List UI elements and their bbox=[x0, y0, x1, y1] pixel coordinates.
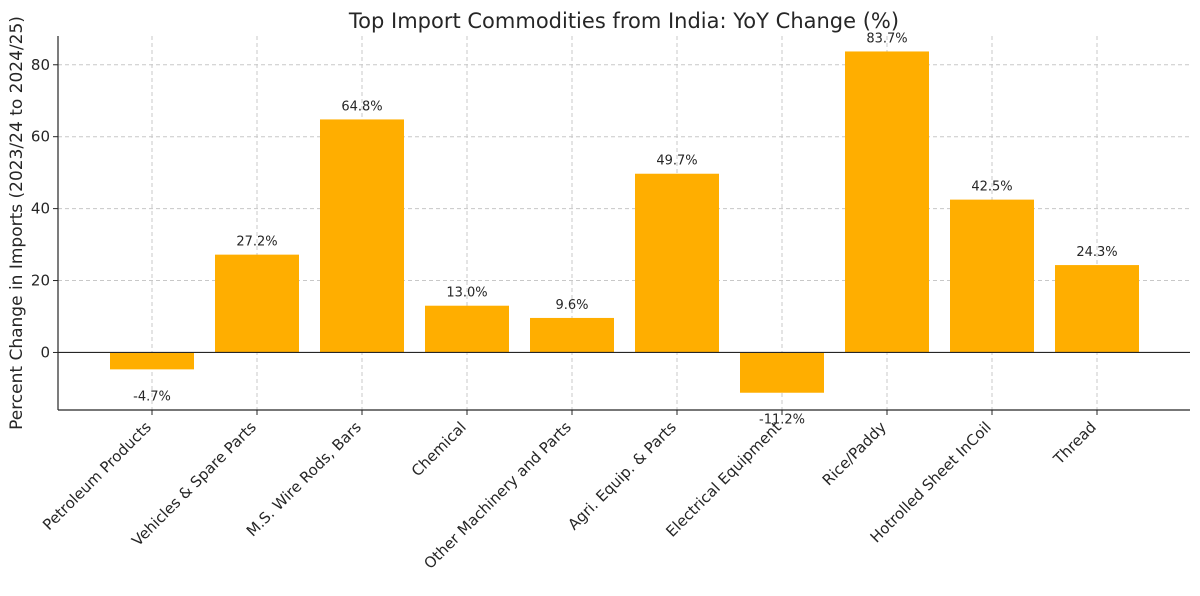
bar bbox=[950, 199, 1034, 353]
bars-layer bbox=[110, 51, 1139, 393]
bar bbox=[320, 119, 404, 353]
bar bbox=[635, 173, 719, 353]
chart-title: Top Import Commodities from India: YoY C… bbox=[348, 9, 899, 33]
x-tick-label: Petroleum Products bbox=[39, 418, 155, 534]
data-label: 42.5% bbox=[971, 180, 1012, 195]
data-label: 13.0% bbox=[446, 286, 487, 301]
x-tick-label: Hotrolled Sheet InCoil bbox=[867, 418, 995, 546]
data-label: -11.2% bbox=[759, 413, 805, 428]
y-axis-label: Percent Change in Imports (2023/24 to 20… bbox=[7, 16, 27, 430]
x-tick-label: Agri. Equip. & Parts bbox=[564, 418, 680, 534]
bar bbox=[530, 317, 614, 353]
x-tick-label: M.S. Wire Rods, Bars bbox=[243, 418, 365, 540]
bar bbox=[215, 254, 299, 353]
axes-layer bbox=[53, 36, 1190, 415]
data-label: 83.7% bbox=[866, 31, 907, 46]
y-tick-label: 60 bbox=[31, 128, 50, 146]
y-tick-label: 80 bbox=[31, 56, 50, 74]
x-tick-label: Electrical Equipment bbox=[662, 418, 785, 541]
y-tick-label: 0 bbox=[40, 343, 50, 361]
y-tick-label: 20 bbox=[31, 272, 50, 290]
data-label: -4.7% bbox=[133, 389, 171, 404]
x-tick-label: Chemical bbox=[408, 418, 470, 480]
bar bbox=[845, 51, 929, 353]
bar bbox=[740, 352, 824, 393]
x-tick-label: Thread bbox=[1049, 418, 1100, 469]
bar bbox=[425, 305, 509, 353]
y-tick-label: 40 bbox=[31, 200, 50, 218]
x-tick-label: Rice/Paddy bbox=[819, 418, 890, 489]
data-label: 27.2% bbox=[236, 235, 277, 250]
data-label: 64.8% bbox=[341, 99, 382, 114]
x-tick-label: Vehicles & Spare Parts bbox=[128, 418, 260, 550]
data-label: 49.7% bbox=[656, 154, 697, 169]
data-label: 24.3% bbox=[1076, 245, 1117, 260]
bar bbox=[1055, 265, 1139, 353]
data-label: 9.6% bbox=[555, 298, 588, 313]
bar bbox=[110, 352, 194, 370]
